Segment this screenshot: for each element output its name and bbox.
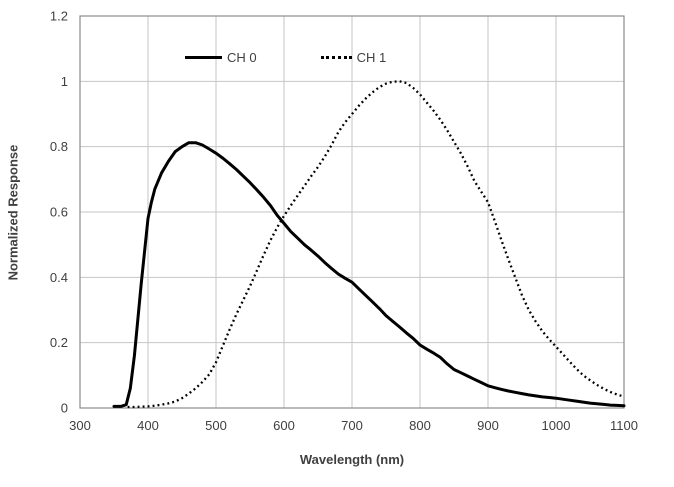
y-tick-label: 0.4 xyxy=(50,270,68,285)
x-tick-label: 900 xyxy=(477,418,499,433)
x-tick-label: 400 xyxy=(137,418,159,433)
y-tick-label: 0.6 xyxy=(50,205,68,220)
x-axis-title: Wavelength (nm) xyxy=(0,452,674,467)
series-line-ch1 xyxy=(127,80,625,409)
legend-line-sample-ch0 xyxy=(185,55,222,59)
y-tick-label: 0.8 xyxy=(50,139,68,154)
legend-line-sample-ch1 xyxy=(320,55,352,59)
y-tick-label: 0 xyxy=(61,401,68,416)
x-tick-label: 600 xyxy=(273,418,295,433)
x-tick-label: 700 xyxy=(341,418,363,433)
series-line-ch0 xyxy=(112,141,626,408)
x-tick-label: 800 xyxy=(409,418,431,433)
legend-label-ch0: CH 0 xyxy=(227,49,257,65)
y-tick-label: 1.2 xyxy=(50,9,68,24)
y-tick-label: 1 xyxy=(61,74,68,89)
y-tick-label: 0.2 xyxy=(50,335,68,350)
legend-label-ch1: CH 1 xyxy=(356,49,387,65)
x-tick-label: 1000 xyxy=(542,418,571,433)
x-tick-label: 300 xyxy=(69,418,91,433)
y-axis-title: Normalized Response xyxy=(5,144,21,281)
x-tick-label: 500 xyxy=(205,418,227,433)
x-axis-title-text: Wavelength (nm) xyxy=(299,452,405,467)
plot-border xyxy=(79,15,625,409)
legend: CH 0 CH 1 xyxy=(185,49,386,65)
x-tick-label: 1100 xyxy=(610,418,638,433)
